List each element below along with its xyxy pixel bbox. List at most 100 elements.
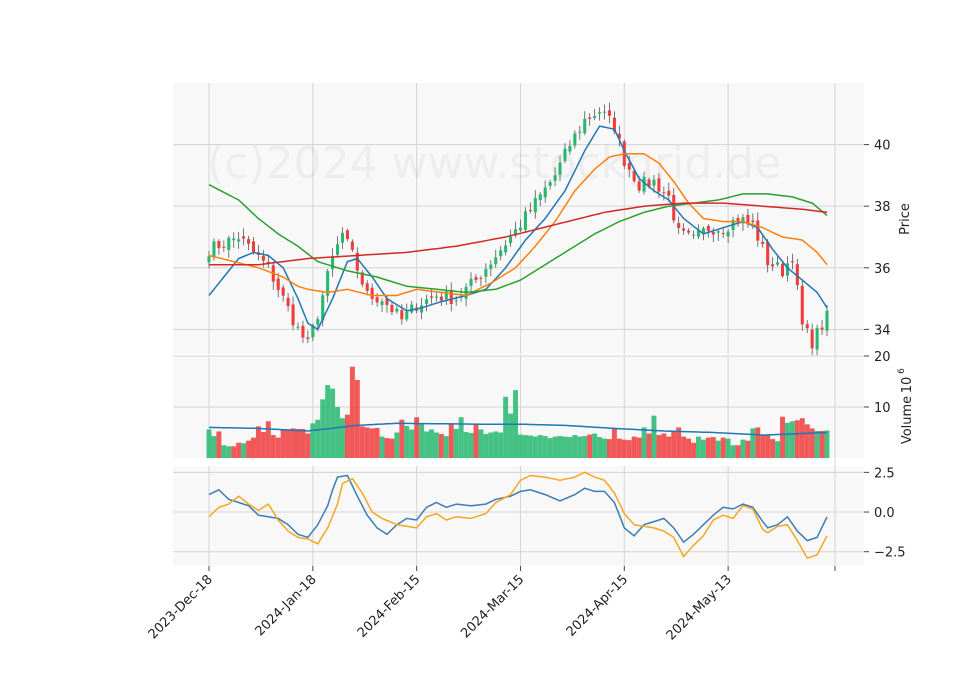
volume-bar — [359, 426, 365, 458]
candle — [607, 102, 611, 124]
x-tick-label: 2024-Feb-15 — [355, 572, 424, 641]
candle — [395, 305, 399, 314]
volume-bar — [419, 423, 425, 458]
candle — [528, 202, 532, 214]
volume-bar — [231, 446, 237, 458]
candle — [523, 207, 527, 232]
volume-bar — [686, 438, 692, 458]
volume-bar — [582, 436, 588, 458]
volume-bar — [503, 396, 509, 458]
volume-bar — [246, 440, 252, 458]
candle — [479, 275, 483, 287]
candle — [548, 179, 552, 190]
volume-bar — [819, 430, 825, 458]
candle — [578, 125, 582, 140]
candle — [756, 212, 760, 247]
volume-bar — [794, 420, 800, 458]
candle — [439, 291, 443, 306]
volume-bar — [429, 429, 434, 458]
candle — [558, 155, 562, 182]
candle — [449, 282, 453, 312]
volume-bar — [260, 431, 266, 458]
volume-bar — [765, 434, 771, 458]
candle — [825, 304, 829, 337]
volume-bar — [715, 440, 721, 458]
volume-bar — [394, 432, 400, 458]
candle — [434, 292, 438, 302]
volume-bar — [700, 439, 706, 458]
volume-bar — [340, 418, 345, 458]
volume-bar — [567, 437, 573, 458]
candle — [687, 228, 691, 235]
candle — [652, 175, 656, 193]
volume-bar — [666, 436, 672, 458]
candle — [222, 240, 226, 253]
candle — [815, 324, 819, 356]
volume-bar — [310, 423, 316, 458]
grid-lines — [173, 83, 864, 566]
candle — [602, 104, 607, 120]
candle — [800, 280, 804, 332]
candle — [721, 227, 725, 239]
volume-bar — [597, 437, 603, 458]
candle — [410, 300, 414, 314]
volume-bar — [404, 425, 410, 458]
indicator-lines — [208, 125, 828, 560]
candle — [820, 319, 824, 335]
candle — [593, 109, 597, 121]
volume-bar — [557, 436, 563, 458]
volume-bar — [691, 442, 696, 458]
volume-bar — [602, 438, 607, 458]
candle — [761, 235, 765, 248]
volume-bar — [606, 439, 612, 458]
volume-bar — [562, 436, 568, 458]
volume-bar — [651, 415, 657, 458]
volume-bar — [424, 431, 430, 458]
candle — [805, 320, 809, 334]
volume-moving-average-line — [208, 422, 828, 436]
oscillator-line — [208, 471, 828, 560]
volume-bar — [577, 436, 583, 458]
x-tick-label: 2024-May-13 — [664, 572, 735, 643]
y-tick-label: 0.0 — [874, 506, 895, 521]
volume-bar — [443, 436, 449, 458]
candle — [780, 261, 785, 278]
x-tick-label: 2024-Jan-18 — [253, 572, 320, 639]
volume-bar — [330, 388, 336, 458]
candle — [776, 255, 780, 267]
candle — [380, 298, 384, 313]
candle — [286, 293, 290, 312]
volume-bar — [572, 435, 578, 458]
volume-bar — [226, 446, 232, 458]
candle — [217, 239, 221, 255]
candle — [306, 330, 310, 343]
volume-bar — [695, 436, 701, 458]
candle — [533, 190, 537, 219]
volume-bar — [241, 443, 247, 458]
volume-bar — [532, 436, 538, 458]
volume-bar — [399, 419, 405, 458]
volume-bar — [770, 439, 776, 458]
y-tick-label: 2.5 — [874, 466, 895, 481]
volume-bar — [493, 431, 499, 458]
volume-bar — [508, 413, 514, 458]
candle — [365, 280, 369, 296]
candle — [696, 224, 700, 239]
volume-bar — [369, 428, 375, 458]
y-tick-label: 34 — [874, 323, 891, 338]
volume-bar — [705, 437, 711, 458]
volume-bar — [295, 428, 301, 458]
candle — [301, 320, 305, 343]
volume-bar — [542, 436, 548, 458]
candle — [425, 294, 429, 312]
candle — [484, 263, 488, 284]
volume-bar — [750, 428, 756, 458]
volume-bar — [552, 436, 558, 458]
volume-bar — [488, 432, 494, 458]
candle — [667, 182, 671, 203]
candle — [242, 228, 246, 246]
volume-bar — [537, 435, 543, 458]
candle — [336, 236, 340, 257]
candle — [232, 232, 236, 248]
